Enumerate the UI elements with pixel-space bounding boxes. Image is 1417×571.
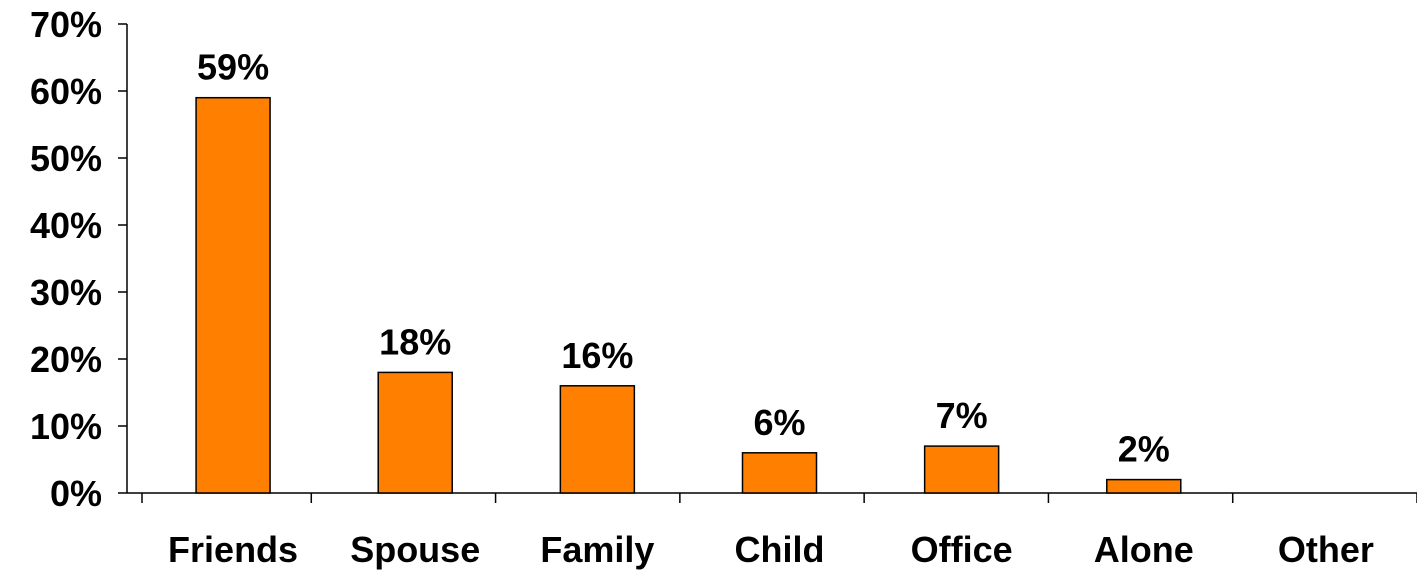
bar [1106,478,1182,494]
data-labels: 59% 18% 16% 6% 7% 2% [197,47,1170,470]
x-axis: Friends Spouse Family Child Office Alone Other [127,492,1417,570]
data-label: 2% [1118,429,1170,470]
x-tick-label: Alone [1094,529,1194,570]
x-tick-label: Spouse [350,529,480,570]
y-tick-label: 50% [30,138,102,179]
y-tick-label: 40% [30,205,102,246]
y-tick-label: 0% [50,473,102,514]
y-tick-label: 30% [30,272,102,313]
x-tick-label: Office [911,529,1013,570]
data-label: 59% [197,47,269,88]
y-tick-label: 60% [30,71,102,112]
data-label: 18% [379,321,451,362]
data-label: 6% [753,402,805,443]
bar [741,452,818,494]
x-tick-label: Friends [168,529,298,570]
bar [377,371,453,494]
bar [559,385,636,494]
y-axis: 0% 10% 20% 30% 40% 50% 60% 70% [30,4,128,514]
y-tick-label: 20% [30,339,102,380]
y-tick-label: 10% [30,406,102,447]
bar [923,445,1000,494]
x-tick-label: Family [540,529,654,570]
data-label: 7% [936,395,988,436]
x-tick-label: Child [735,529,825,570]
bar [195,96,271,494]
data-label: 16% [561,335,633,376]
y-tick-label: 70% [30,4,102,45]
bars [195,96,1182,494]
x-tick-label: Other [1278,529,1374,570]
